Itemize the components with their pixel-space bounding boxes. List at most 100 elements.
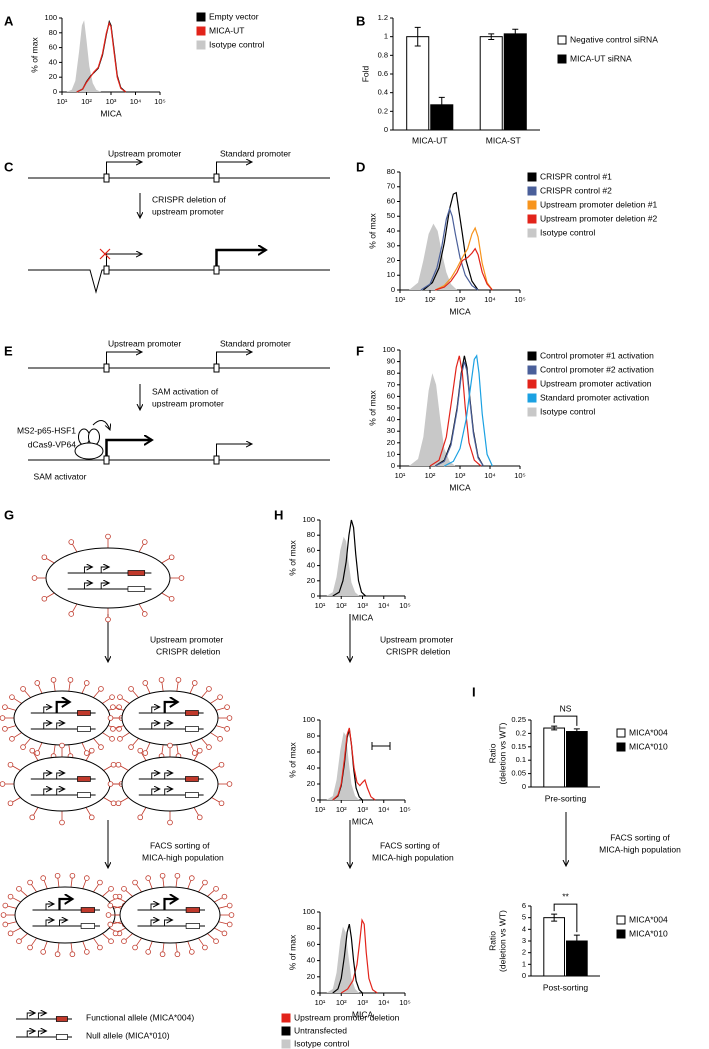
surface-mica-stem [211,797,220,803]
y-tick-label: 70 [387,182,395,191]
y-tick-label: 40 [307,561,315,570]
x-tick-label: 10⁵ [399,601,410,610]
y-axis-label: % of max [367,390,377,426]
surface-mica-head [142,680,149,686]
cell-membrane [14,886,116,944]
surface-mica-stem [214,927,223,933]
surface-mica-stem [57,878,60,888]
y-tick-label: 100 [382,345,395,354]
surface-mica-head [98,744,104,750]
surface-mica-head [9,694,15,700]
surface-mica-stem [136,937,142,946]
surface-mica-stem [7,905,17,909]
diagram-c: Upstream promoter Standard promoter CRIS… [28,148,330,294]
activator-label: dCas9-VP64 [28,439,76,449]
y-tick-label: 30 [387,241,395,250]
y-axis-label: Ratio [487,743,497,763]
x-tick-label: MICA-ST [486,135,521,145]
surface-mica-stem [161,682,164,692]
surface-mica-stem [218,905,228,909]
allele-gene [185,792,199,798]
y-tick-label: 1 [522,959,526,968]
surface-mica-head [105,616,111,623]
surface-mica-head [218,761,225,768]
legend-swatch [527,228,537,238]
cell-membrane [121,690,219,746]
panel-label: B [356,13,365,28]
surface-mica-head [20,744,26,750]
legend-swatch [527,214,537,224]
x-tick-label: 10¹ [395,295,406,304]
surface-mica-stem [198,884,204,893]
legend-label: Isotype control [294,1038,349,1048]
surface-mica-stem [187,880,192,889]
allele-arrow [37,1013,46,1019]
surface-mica-stem [46,592,55,598]
surface-mica-head [110,726,116,732]
y-axis-label: Fold [360,65,370,82]
promoter-box [103,173,110,183]
activation-arrow [92,420,110,430]
legend-swatch [616,915,626,925]
y-axis-label: % of max [29,37,39,73]
legend-label: Untransfected [294,1025,347,1035]
cell-membrane [45,547,171,609]
y-tick-label: 100 [302,715,315,724]
step-label: CRISPR deletion [386,646,451,656]
surface-mica-head [0,912,7,918]
surface-mica-head [175,677,182,683]
surface-mica-head [16,886,22,892]
allele-arrow [55,702,70,713]
allele-arrow [26,1031,35,1037]
legend-label: MICA*004 [629,727,668,737]
legend-swatch [527,200,537,210]
surface-mica-head [189,875,195,881]
surface-mica-head [16,938,22,944]
y-tick-label: 20 [387,255,395,264]
surface-mica-head [213,886,219,892]
surface-mica-head [213,938,219,944]
surface-mica-stem [7,921,17,925]
promoter-arrow [216,444,253,456]
surface-mica-head [67,677,74,683]
histogram-line [420,206,479,291]
y-tick-label: 70 [387,380,395,389]
surface-mica-stem [117,897,126,903]
legend-swatch [616,742,626,752]
legend-label: Standard promoter activation [540,392,649,402]
y-tick-label: 50 [387,211,395,220]
surface-mica-head [9,736,15,742]
surface-mica-head [117,694,123,700]
y-tick-label: 2 [522,948,526,957]
surface-mica-head [97,879,103,886]
x-tick-label: 10⁵ [399,805,410,814]
surface-mica-head [7,761,14,768]
promoter-box [103,265,110,275]
surface-mica-head [40,875,46,881]
y-tick-label: 90 [387,357,395,366]
allele-gene [77,792,91,798]
surface-mica-stem [214,897,223,903]
allele-gene [185,923,200,929]
y-axis-label: % of max [367,213,377,249]
surface-mica-stem [33,752,39,761]
allele-arrow [58,899,73,910]
x-tick-label: 10⁵ [514,471,525,480]
surface-mica-head [221,893,228,900]
step-label: CRISPR deletion of [152,194,226,204]
promoter-box [213,173,220,183]
y-tick-label: 80 [307,530,315,539]
error-bar [551,913,558,922]
surface-mica-stem [102,732,111,738]
surface-mica-stem [121,698,130,704]
histogram-line [444,354,493,467]
deletion-cross [99,248,111,260]
surface-mica-stem [141,807,147,816]
allele-arrow [164,920,173,926]
surface-mica-stem [148,941,153,950]
x-axis-label: Post-sorting [543,982,589,992]
surface-mica-head [178,575,185,581]
surface-mica-stem [145,685,151,694]
legend-swatch [281,1026,291,1036]
